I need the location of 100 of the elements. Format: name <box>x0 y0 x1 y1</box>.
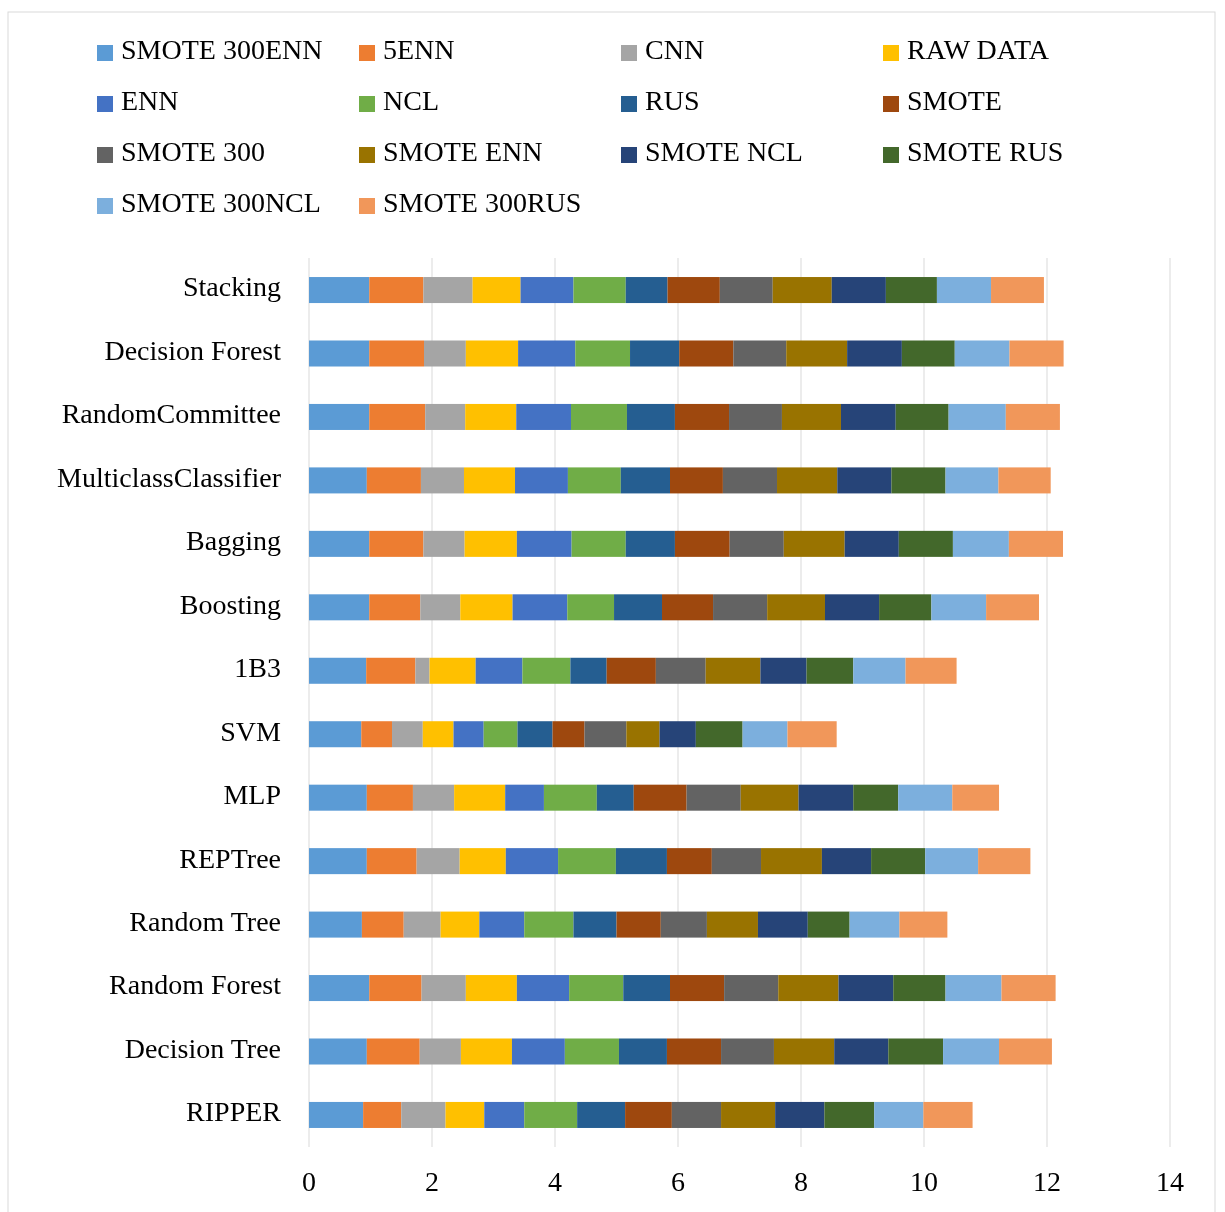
bar <box>309 340 370 367</box>
bar <box>369 340 425 367</box>
bar <box>874 1101 924 1128</box>
bar <box>463 467 516 494</box>
bar <box>520 277 574 304</box>
bar <box>844 530 899 557</box>
bar <box>671 1101 722 1128</box>
bar <box>948 403 1006 430</box>
bar <box>567 467 621 494</box>
bar <box>577 1101 626 1128</box>
bar <box>767 594 825 621</box>
bar <box>899 911 948 938</box>
bar <box>674 530 730 557</box>
bar <box>309 594 370 621</box>
bar <box>618 1038 667 1065</box>
bar <box>936 277 992 304</box>
bar <box>366 848 417 875</box>
bar <box>416 848 460 875</box>
bar <box>564 1038 619 1065</box>
bar <box>991 277 1044 304</box>
bar <box>775 1101 825 1128</box>
legend-label: RAW DATA <box>907 34 1050 66</box>
bar <box>837 467 892 494</box>
bar <box>570 403 627 430</box>
bar <box>309 277 370 304</box>
y-tick-label: Decision Forest <box>104 334 282 366</box>
bar <box>893 975 946 1002</box>
bar <box>742 721 788 748</box>
bar <box>524 1101 578 1128</box>
bar <box>464 530 517 557</box>
bar <box>422 721 454 748</box>
bar <box>440 911 480 938</box>
bar <box>424 340 466 367</box>
bar <box>475 657 523 684</box>
bar <box>713 594 768 621</box>
bar <box>575 340 631 367</box>
bar <box>558 848 616 875</box>
bar <box>429 657 476 684</box>
bar <box>460 594 513 621</box>
bar <box>543 784 597 811</box>
bar <box>369 403 426 430</box>
bar <box>879 594 932 621</box>
legend-label: SMOTE NCL <box>645 136 803 168</box>
bar <box>465 975 517 1002</box>
bar <box>999 1038 1052 1065</box>
bar <box>366 657 416 684</box>
bar <box>831 277 886 304</box>
x-tick-label: 14 <box>1156 1166 1184 1198</box>
bar <box>614 594 663 621</box>
bar <box>512 594 568 621</box>
bar <box>898 784 953 811</box>
bar <box>309 975 370 1002</box>
bar <box>821 848 872 875</box>
bar <box>309 848 367 875</box>
y-tick-label: Stacking <box>183 271 281 303</box>
bar <box>655 657 706 684</box>
legend-label: SMOTE 300NCL <box>121 187 321 219</box>
bar <box>309 721 362 748</box>
bar <box>623 975 671 1002</box>
bar <box>772 277 832 304</box>
bar <box>524 911 574 938</box>
bar <box>674 403 730 430</box>
bar <box>666 848 712 875</box>
bar <box>787 721 837 748</box>
bar <box>516 975 570 1002</box>
bar <box>511 1038 565 1065</box>
bar <box>722 467 778 494</box>
bar <box>425 403 466 430</box>
bar <box>978 848 1031 875</box>
bar <box>670 975 725 1002</box>
bar <box>952 530 1009 557</box>
bar <box>569 975 624 1002</box>
bar <box>695 721 743 748</box>
bar <box>824 1101 875 1128</box>
bar <box>888 1038 944 1065</box>
bar <box>366 467 421 494</box>
bar <box>773 1038 835 1065</box>
bar <box>454 784 506 811</box>
bar <box>998 467 1051 494</box>
bar <box>719 277 773 304</box>
bar <box>363 1101 402 1128</box>
bar <box>760 657 807 684</box>
x-tick-label: 0 <box>302 1166 316 1198</box>
bar <box>952 784 1000 811</box>
bar <box>522 657 571 684</box>
bar <box>420 467 464 494</box>
bar <box>420 594 461 621</box>
y-tick-label: Random Tree <box>129 906 281 938</box>
bar <box>891 467 946 494</box>
bar <box>729 530 784 557</box>
bar <box>840 403 896 430</box>
bar <box>445 1101 485 1128</box>
bar <box>309 530 370 557</box>
bar <box>518 340 576 367</box>
bar <box>1008 530 1063 557</box>
y-tick-label: 1B3 <box>234 652 281 684</box>
bar <box>517 721 553 748</box>
bar <box>925 848 979 875</box>
bar <box>573 911 617 938</box>
legend-label: CNN <box>645 34 705 66</box>
